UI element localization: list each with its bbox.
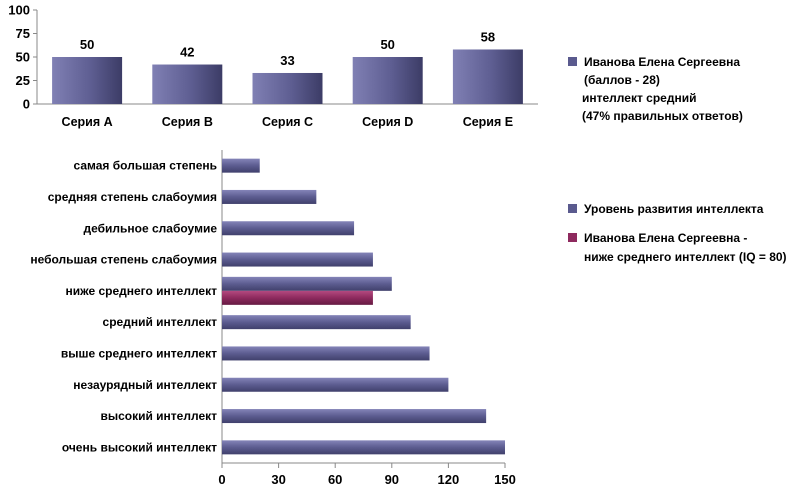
bar-level	[222, 409, 487, 424]
data-labels: 50 42 33 50 58	[80, 29, 495, 68]
category-label: небольшая степень слабоумия	[30, 253, 217, 267]
bar-level	[222, 377, 449, 392]
category-label: Серия A	[62, 115, 113, 129]
category-labels: самая большая степень средняя степень сла…	[30, 159, 217, 455]
bar-level	[222, 189, 317, 204]
bar	[252, 72, 323, 104]
category-label: незаурядный интеллект	[73, 378, 217, 392]
legend-swatch	[568, 57, 577, 66]
y-tick-labels: 0 25 50 75 100	[8, 3, 37, 112]
legend-label-series-2-line-2: ниже среднего интеллект (IQ = 80)	[584, 250, 787, 264]
bars	[222, 158, 505, 455]
bar-level	[222, 252, 373, 267]
x-tick-label: 0	[218, 472, 225, 487]
y-tick-label: 25	[16, 73, 30, 88]
category-label: Серия E	[463, 115, 513, 129]
x-tick-label: 120	[438, 472, 460, 487]
horizontal-bar-chart: 0 30 60 90 120 150 самая большая степень средн…	[30, 150, 516, 487]
bar-level	[222, 315, 411, 330]
legend-line-3: интеллект средний	[582, 91, 696, 105]
legend-top: Иванова Елена Сергеевна (баллов - 28) ин…	[568, 55, 743, 123]
category-label: дебильное слабоумие	[83, 221, 217, 235]
category-label: Серия B	[162, 115, 213, 129]
x-tick-label: 90	[385, 472, 399, 487]
legend-label-series-2: Иванова Елена Сергеевна -	[584, 231, 747, 245]
legend-line-4: (47% правильных ответов)	[582, 109, 743, 123]
legend-swatch-series-2	[568, 233, 577, 242]
x-tick-label: 30	[271, 472, 285, 487]
category-label: самая большая степень	[74, 159, 217, 173]
data-label: 50	[80, 37, 94, 52]
bar	[452, 49, 523, 104]
category-labels: Серия A Серия B Серия C Серия D Серия E	[62, 115, 514, 129]
x-ticks: 0 30 60 90 120 150	[218, 463, 516, 487]
category-label: высокий интеллект	[100, 409, 217, 423]
bar	[52, 57, 123, 104]
bar-level	[222, 221, 355, 236]
legend-label-series-1: Уровень развития интеллекта	[584, 202, 764, 216]
bar-subject	[222, 290, 373, 305]
category-label: Серия C	[262, 115, 313, 129]
bar-level	[222, 158, 260, 173]
legend-line-2: (баллов - 28)	[584, 73, 660, 87]
y-tick-label: 50	[16, 50, 30, 65]
category-label: ниже среднего интеллект	[65, 284, 217, 298]
x-tick-label: 150	[494, 472, 516, 487]
bars	[52, 49, 523, 104]
y-tick-label: 75	[16, 26, 30, 41]
category-label: Серия D	[362, 115, 413, 129]
bar-level	[222, 346, 430, 361]
category-label: выше среднего интеллект	[61, 346, 217, 360]
x-tick-label: 60	[328, 472, 342, 487]
legend-bottom: Уровень развития интеллекта Иванова Елен…	[568, 202, 787, 264]
data-label: 50	[380, 37, 394, 52]
data-label: 33	[280, 53, 294, 68]
legend-swatch-series-1	[568, 204, 577, 213]
data-label: 58	[481, 29, 495, 44]
data-label: 42	[180, 45, 194, 60]
y-tick-label: 0	[23, 97, 30, 112]
legend-line-1: Иванова Елена Сергеевна	[584, 55, 740, 69]
category-label: очень высокий интеллект	[62, 440, 217, 454]
bar	[152, 64, 223, 104]
category-label: средний интеллект	[103, 315, 218, 329]
y-tick-label: 100	[8, 3, 30, 18]
bar-level	[222, 440, 505, 455]
bar-level	[222, 276, 392, 291]
bar	[352, 57, 423, 104]
category-label: средняя степень слабоумия	[48, 190, 217, 204]
